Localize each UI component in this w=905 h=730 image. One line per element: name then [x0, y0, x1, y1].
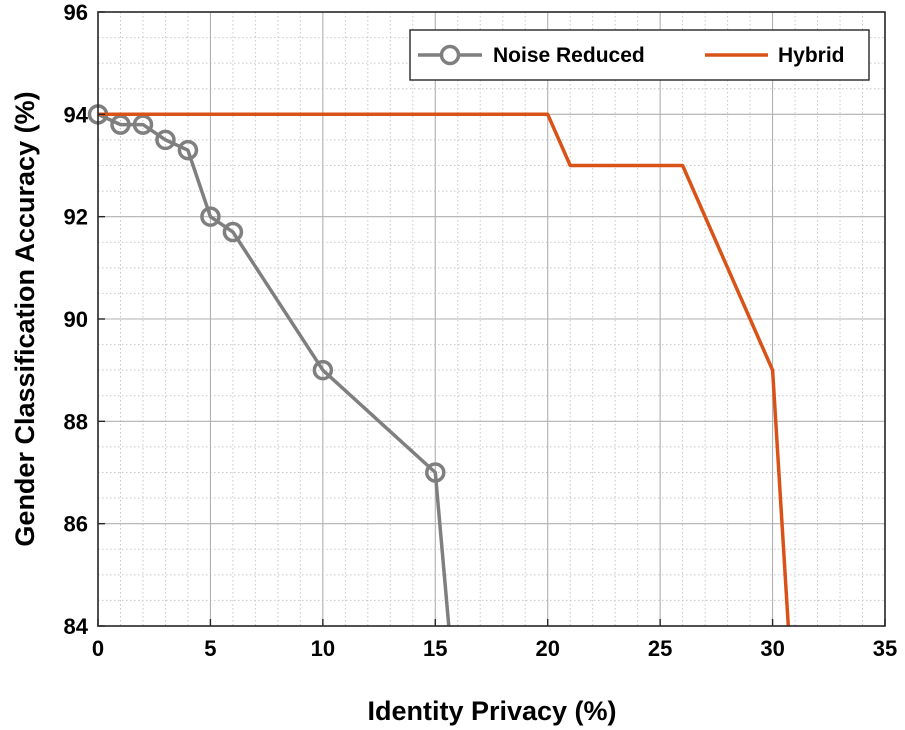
x-tick-label: 30	[760, 636, 784, 661]
y-tick-label: 92	[64, 205, 88, 230]
x-tick-label: 20	[535, 636, 559, 661]
data-point-noise-reduced	[110, 114, 131, 135]
x-tick-label: 10	[311, 636, 335, 661]
data-point-noise-reduced	[425, 462, 446, 483]
legend-label-noise-reduced: Noise Reduced	[493, 44, 645, 67]
series-line-hybrid	[98, 112, 791, 627]
y-tick-label: 90	[64, 307, 88, 332]
y-tick-label: 84	[64, 614, 89, 639]
x-axis-label: Identity Privacy (%)	[367, 696, 616, 726]
x-tick-label: 15	[423, 636, 447, 661]
legend-label-hybrid: Hybrid	[778, 44, 845, 67]
data-point-noise-reduced	[155, 129, 176, 151]
x-tick-label: 35	[873, 636, 897, 661]
data-point-noise-reduced	[312, 359, 334, 381]
legend-box	[409, 29, 870, 81]
y-tick-label: 96	[64, 0, 88, 25]
legend-marker-noise-reduced	[439, 44, 461, 66]
y-axis-label: Gender Classification Accuracy (%)	[10, 91, 40, 546]
series-line-noise-reduced	[97, 112, 451, 627]
x-axis-ticks: 0 5 10 15 20 25 30 35	[92, 619, 897, 661]
y-tick-label: 94	[64, 102, 89, 127]
data-point-noise-reduced	[132, 114, 154, 135]
x-tick-label: 25	[648, 636, 672, 661]
x-tick-label: 5	[204, 636, 216, 661]
y-tick-label: 88	[64, 409, 88, 434]
legend: Noise Reduced Hybrid	[409, 29, 870, 81]
data-point-noise-reduced	[200, 206, 221, 227]
y-axis-ticks: 84 86 88 90 92 94 96	[64, 0, 105, 639]
x-tick-label: 0	[92, 636, 104, 661]
series-layer	[87, 104, 791, 627]
y-tick-label: 86	[64, 512, 88, 537]
data-point-noise-reduced	[222, 221, 244, 243]
data-point-noise-reduced	[177, 139, 199, 161]
